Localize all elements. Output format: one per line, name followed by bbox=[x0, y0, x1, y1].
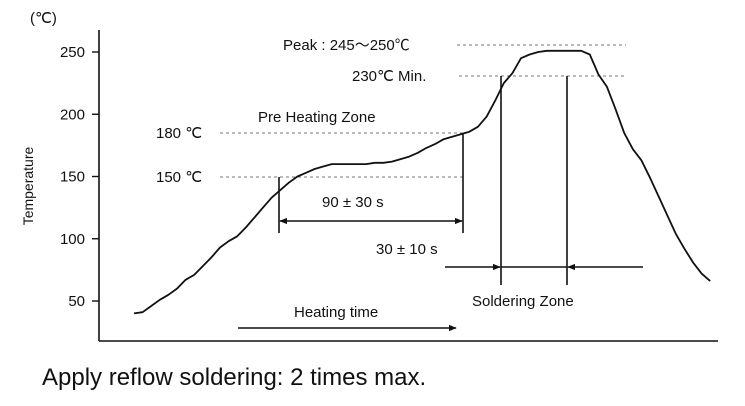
y-tick-label: 50 bbox=[68, 293, 85, 310]
y-tick-label: 150 bbox=[60, 169, 85, 186]
min230-label: 230℃ Min. bbox=[352, 68, 426, 85]
footer-note: Apply reflow soldering: 2 times max. bbox=[42, 364, 427, 391]
solder-time-label: 30 ± 10 s bbox=[376, 241, 438, 258]
peak-label: Peak : 245～250℃ bbox=[283, 37, 410, 54]
y-tick-label: 100 bbox=[60, 231, 85, 248]
t180-label: 180 ℃ bbox=[156, 125, 202, 142]
solder-zone-label: Soldering Zone bbox=[472, 293, 574, 310]
preheat-time-label: 90 ± 30 s bbox=[322, 194, 384, 211]
y-tick-label: 200 bbox=[60, 106, 85, 123]
t150-label: 150 ℃ bbox=[156, 169, 202, 186]
y-tick-label: 250 bbox=[60, 44, 85, 61]
y-axis-label: Temperature bbox=[20, 146, 36, 225]
series-line-temperature-profile bbox=[133, 49, 711, 315]
y-ticks: 50 100 150 200 250 bbox=[60, 44, 99, 310]
preheat-zone-label: Pre Heating Zone bbox=[258, 109, 376, 126]
heating-time-label: Heating time bbox=[294, 304, 378, 321]
y-axis-unit: (℃) bbox=[30, 10, 57, 27]
